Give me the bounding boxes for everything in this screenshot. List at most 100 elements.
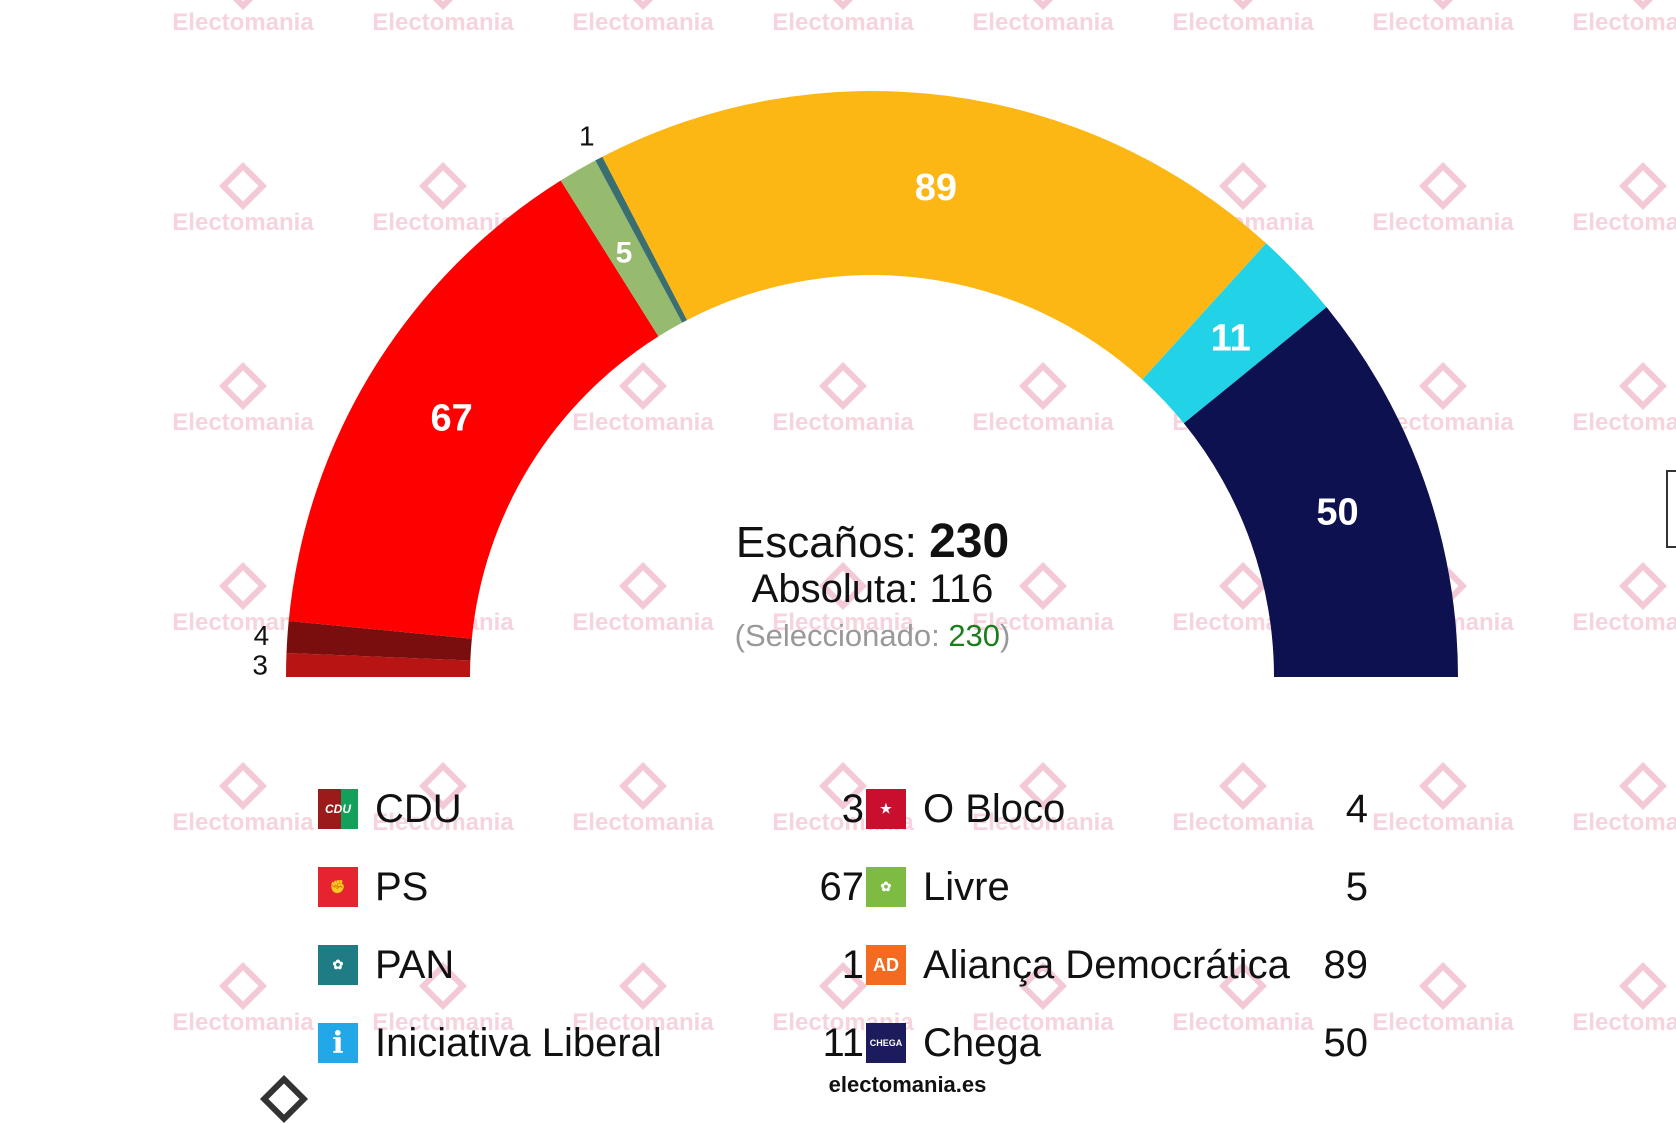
watermark-icon [618, 361, 668, 411]
watermark-icon [818, 761, 868, 811]
party-name: Iniciativa Liberal [375, 1020, 662, 1065]
watermark-text: Electomania [572, 1009, 714, 1036]
watermark-icon [218, 961, 268, 1011]
watermark-text: Electomania [772, 9, 914, 36]
ad-logo-icon: AD [866, 945, 906, 985]
party-name: Aliança Democrática [923, 942, 1290, 987]
party-seats: 3 [841, 786, 864, 831]
watermark-text: Electomania [1572, 409, 1676, 436]
watermark-icon [418, 161, 468, 211]
seat-arc-livre [560, 160, 683, 337]
seat-arc-cdu [286, 652, 471, 677]
watermark-icon [1018, 361, 1068, 411]
watermark-icon [1218, 0, 1268, 11]
party-seats: 4 [1345, 786, 1368, 831]
legend-item-alian-a-democr-tica: AD Aliança Democrática 89 [866, 926, 1368, 1004]
party-legend: CDU CDU 3 ★ O Bloco 4 ✊ PS 67 ✿ Livre 5 ✿ PAN 1 AD Alian… [318, 770, 1368, 1082]
watermark-icon [218, 0, 268, 11]
watermark-text: Electomania [972, 809, 1114, 836]
seat-arc-label: 5 [616, 237, 633, 270]
watermark-text: Electomania [572, 809, 714, 836]
party-name: PAN [375, 942, 455, 987]
watermark-text: Electomania [1572, 1009, 1676, 1036]
watermark-text: Electomania [372, 209, 514, 236]
watermark-text: Electomania [1172, 1009, 1314, 1036]
watermark-text: Electomania [172, 1009, 314, 1036]
majority-line: Absoluta: 116 [751, 567, 994, 611]
watermark-icon [818, 561, 868, 611]
watermark-icon [1218, 761, 1268, 811]
side-tab-handle[interactable] [1666, 470, 1676, 548]
selected-seats-line: (Seleccionado: 230) [0, 611, 1676, 661]
party-seats: 5 [1345, 864, 1368, 909]
total-seats-label: Escaños: [735, 518, 930, 567]
seat-arc-label: 67 [431, 397, 473, 439]
party-name: Chega [923, 1020, 1041, 1065]
party-seats: 67 [819, 864, 865, 909]
watermark-text: Electomania [172, 9, 314, 36]
watermark-icon [1418, 0, 1468, 11]
seat-arc-ps [288, 180, 659, 639]
watermark-icon [1218, 561, 1268, 611]
footer-site-name: electomania.es [828, 1072, 987, 1097]
watermark-text: Electomania [172, 809, 314, 836]
watermark-icon [1018, 761, 1068, 811]
cdu-logo-icon: CDU [318, 789, 358, 829]
watermark-text: Electomania [1572, 209, 1676, 236]
watermark-text: Electomania [972, 409, 1114, 436]
legend-item-ps: ✊ PS 67 [318, 848, 866, 926]
watermark-icon [1618, 161, 1668, 211]
seat-arc-chega [1183, 307, 1458, 677]
watermark-icon [1018, 961, 1068, 1011]
watermark-icon [618, 761, 668, 811]
party-name: Livre [923, 864, 1010, 909]
watermark-icon [1418, 361, 1468, 411]
seat-summary: Escaños: 230 Absoluta: 116 (Seleccionado… [0, 518, 1676, 661]
watermark-text: Electomania [1572, 9, 1676, 36]
pan-tree-icon: ✿ [318, 945, 358, 985]
watermark-text: Electomania [1372, 209, 1514, 236]
watermark-text: Electomania [1572, 809, 1676, 836]
legend-item-livre: ✿ Livre 5 [866, 848, 1368, 926]
watermark-icon [618, 0, 668, 11]
watermark-text: Electomania [172, 409, 314, 436]
watermark-text: Electomania [572, 9, 714, 36]
total-seats-value: 230 [929, 515, 1010, 568]
watermark-text: Electomania [572, 609, 714, 636]
watermark-icon [1618, 0, 1668, 11]
seat-arc-label: 1 [579, 121, 595, 152]
watermark-icon [1418, 161, 1468, 211]
watermark-text: Electomania [1572, 609, 1676, 636]
legend-item-iniciativa-liberal: i Iniciativa Liberal 11 [318, 1004, 866, 1082]
selected-value: 230 [948, 618, 1001, 653]
party-name: O Bloco [923, 786, 1066, 831]
watermark-icon [618, 561, 668, 611]
seat-arc-labels: 34 67 5 1 89 11 50 [252, 121, 1358, 681]
watermark-icon [1218, 161, 1268, 211]
watermark-text: Electomania [1172, 809, 1314, 836]
party-seats: 11 [822, 1020, 864, 1065]
seat-arcs [286, 91, 1458, 677]
watermark-icon [1418, 761, 1468, 811]
party-seats: 50 [1323, 1020, 1369, 1065]
watermark-text: Electomania [572, 409, 714, 436]
selected-suffix: ) [1000, 618, 1011, 653]
watermark-icon [818, 961, 868, 1011]
seat-arc-label: 11 [1211, 317, 1251, 359]
party-name: PS [375, 864, 429, 909]
watermark-text: Electomania [772, 609, 914, 636]
watermark-text: Electomania [372, 1009, 514, 1036]
total-seats-line: Escaños: 230 [0, 518, 1676, 567]
watermark-text: Electomania [372, 9, 514, 36]
watermark-icon [1618, 361, 1668, 411]
watermark-icon [818, 0, 868, 11]
party-seats: 89 [1323, 942, 1369, 987]
seat-arc-iniciativa-liberal [1142, 243, 1327, 424]
seat-arc-alian-a-democr-tica [602, 91, 1267, 380]
chega-logo-icon: CHEGA [866, 1023, 906, 1063]
ps-fist-rose-icon: ✊ [318, 867, 358, 907]
watermark-icon [218, 161, 268, 211]
watermark-icon [618, 961, 668, 1011]
watermark-text: Electomania [172, 209, 314, 236]
